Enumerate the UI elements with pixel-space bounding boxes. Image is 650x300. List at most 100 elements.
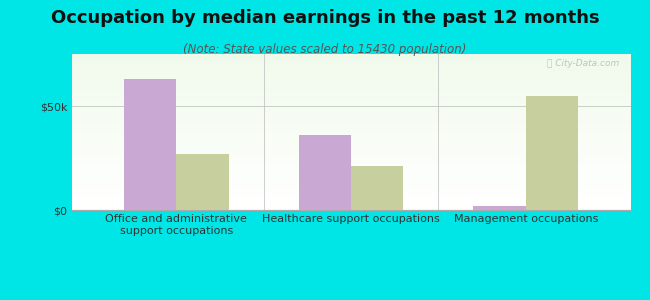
Bar [72,182,630,184]
Bar [72,202,630,204]
Bar [72,65,630,67]
Bar [72,207,630,208]
Bar [72,71,630,73]
Bar [72,121,630,123]
Bar [72,82,630,84]
Bar [72,113,630,115]
Text: ⓘ City-Data.com: ⓘ City-Data.com [547,59,619,68]
Bar [72,171,630,172]
Bar [72,185,630,187]
Bar [72,188,630,190]
Bar [72,84,630,85]
Bar [72,68,630,70]
Bar [72,56,630,57]
Bar [72,169,630,171]
Bar [72,119,630,121]
Bar [72,124,630,126]
Bar [526,96,578,210]
Bar [72,90,630,92]
Bar [72,76,630,77]
Bar [72,135,630,137]
Bar [72,208,630,210]
Bar [72,174,630,176]
Bar [72,201,630,202]
Bar [72,160,630,162]
Bar [72,112,630,113]
Bar [72,70,630,71]
Bar [72,165,630,166]
Bar [72,193,630,194]
Bar [72,149,630,151]
Bar [72,140,630,141]
Bar [72,129,630,130]
Bar [72,148,630,149]
Bar [72,157,630,158]
Bar [72,141,630,143]
Bar [72,62,630,63]
Bar [72,180,630,182]
Bar [124,79,176,210]
Bar [72,196,630,197]
Bar [72,155,630,157]
Bar [298,135,351,210]
Bar [72,110,630,112]
Bar [72,151,630,152]
Bar [72,73,630,74]
Bar [72,137,630,138]
Bar [72,205,630,207]
Bar [72,104,630,106]
Text: (Note: State values scaled to 15430 population): (Note: State values scaled to 15430 popu… [183,44,467,56]
Bar [72,59,630,60]
Bar [72,143,630,145]
Bar [72,106,630,107]
Bar [72,191,630,193]
Bar [72,168,630,170]
Bar [72,116,630,118]
Bar [72,172,630,174]
Bar [72,184,630,185]
Bar [72,102,630,104]
Bar [72,74,630,76]
Bar [72,54,630,56]
Bar [72,190,630,191]
Bar [72,158,630,160]
Bar [72,57,630,59]
Bar [176,154,229,210]
Bar [72,99,630,101]
Bar [72,60,630,62]
Bar [72,118,630,119]
Bar [72,130,630,132]
Bar [72,132,630,134]
Bar [72,166,630,168]
Bar [72,134,630,135]
Bar [72,179,630,180]
Bar [72,94,630,96]
Bar [351,166,404,210]
Bar [72,162,630,163]
Bar [473,206,526,210]
Bar [72,194,630,196]
Bar [72,92,630,93]
Bar [72,152,630,154]
Bar [72,93,630,94]
Bar [72,187,630,188]
Bar [72,88,630,90]
Bar [72,107,630,109]
Bar [72,176,630,177]
Bar [72,199,630,201]
Bar [72,115,630,116]
Bar [72,63,630,65]
Bar [72,77,630,79]
Bar [72,98,630,99]
Bar [72,87,630,88]
Bar [72,126,630,127]
Bar [72,80,630,82]
Bar [72,85,630,87]
Bar [72,138,630,140]
Bar [72,123,630,124]
Bar [72,177,630,179]
Bar [72,79,630,80]
Text: Occupation by median earnings in the past 12 months: Occupation by median earnings in the pas… [51,9,599,27]
Bar [72,145,630,146]
Bar [72,204,630,205]
